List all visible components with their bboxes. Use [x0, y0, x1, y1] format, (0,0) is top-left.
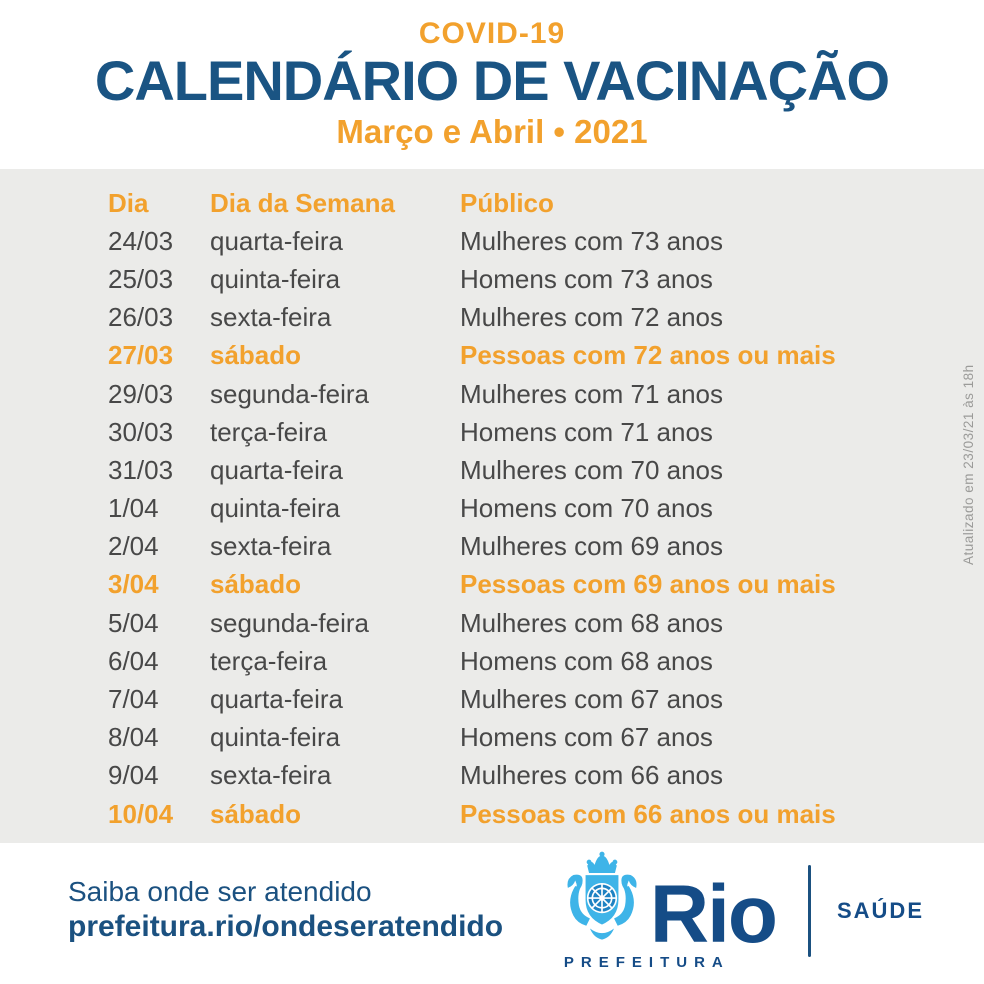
cell-dia: 29/03: [108, 378, 174, 409]
column-header-publico: Público: [460, 187, 554, 218]
table-row: 2/04 sexta-feira Mulheres com 69 anos: [108, 528, 984, 566]
table-row: 26/03 sexta-feira Mulheres com 72 anos: [108, 299, 984, 337]
footer-info-line: Saiba onde ser atendido: [68, 876, 372, 908]
footer-text-block: Saiba onde ser atendido prefeitura.rio/o…: [68, 876, 503, 944]
cell-publico: Homens com 70 anos: [460, 493, 713, 524]
cell-dia: 8/04: [108, 722, 159, 753]
prefeitura-label: PREFEITURA: [563, 953, 730, 971]
cell-dia: 31/03: [108, 454, 174, 485]
schedule-panel: Dia Dia da Semana Público 24/03 quarta-fe…: [0, 169, 984, 843]
cell-dia: 7/04: [108, 684, 159, 715]
table-row: 27/03 sábado Pessoas com 72 anos ou mais: [108, 337, 984, 375]
table-row: 31/03 quarta-feira Mulheres com 70 anos: [108, 451, 984, 489]
table-row: 1/04 quinta-feira Homens com 70 anos: [108, 490, 984, 528]
table-row: 30/03 terça-feira Homens com 71 anos: [108, 413, 984, 451]
logo-divider: [807, 864, 811, 957]
poster-footer: Saiba onde ser atendido prefeitura.rio/o…: [0, 843, 984, 984]
table-row: 5/04 segunda-feira Mulheres com 68 anos: [108, 604, 984, 642]
cell-dia: 5/04: [108, 607, 159, 638]
cell-semana: sábado: [210, 798, 302, 829]
cell-semana: quarta-feira: [210, 684, 343, 715]
table-row: 10/04 sábado Pessoas com 66 anos ou mais: [108, 795, 984, 833]
cell-publico: Mulheres com 69 anos: [460, 531, 724, 562]
cell-semana: quarta-feira: [210, 454, 343, 485]
table-row: 29/03 segunda-feira Mulheres com 71 anos: [108, 375, 984, 413]
cell-semana: quinta-feira: [210, 263, 341, 294]
cell-dia: 26/03: [108, 302, 174, 333]
cell-dia: 6/04: [108, 645, 159, 676]
cell-dia: 27/03: [108, 340, 174, 371]
cell-semana: terça-feira: [210, 416, 328, 447]
poster-header: COVID-19 CALENDÁRIO DE VACINAÇÃO Março e…: [0, 0, 984, 169]
cell-semana: quinta-feira: [210, 722, 341, 753]
cell-dia: 10/04: [108, 798, 174, 829]
cell-publico: Pessoas com 72 anos ou mais: [460, 340, 836, 371]
cell-semana: sexta-feira: [210, 302, 332, 333]
table-row: 25/03 quinta-feira Homens com 73 anos: [108, 260, 984, 298]
cell-publico: Homens com 73 anos: [460, 263, 713, 294]
cell-publico: Pessoas com 66 anos ou mais: [460, 798, 836, 829]
cell-publico: Mulheres com 66 anos: [460, 760, 724, 791]
cell-semana: terça-feira: [210, 645, 328, 676]
poster-subtitle: Março e Abril • 2021: [336, 113, 648, 151]
table-row: 24/03 quarta-feira Mulheres com 73 anos: [108, 222, 984, 260]
cell-semana: segunda-feira: [210, 378, 369, 409]
cell-dia: 25/03: [108, 263, 174, 294]
covid19-kicker: COVID-19: [418, 17, 566, 50]
cell-semana: segunda-feira: [210, 607, 369, 638]
cell-publico: Mulheres com 71 anos: [460, 378, 724, 409]
cell-publico: Homens com 68 anos: [460, 645, 713, 676]
table-row: 9/04 sexta-feira Mulheres com 66 anos: [108, 757, 984, 795]
rio-prefeitura-logo: Rio PREFEITURA SAÚDE: [560, 851, 924, 971]
cell-dia: 2/04: [108, 531, 159, 562]
cell-publico: Mulheres com 68 anos: [460, 607, 724, 638]
cell-semana: sexta-feira: [210, 531, 332, 562]
cell-dia: 30/03: [108, 416, 174, 447]
cell-dia: 24/03: [108, 225, 174, 256]
cell-semana: sábado: [210, 340, 302, 371]
cell-dia: 9/04: [108, 760, 159, 791]
cell-publico: Mulheres com 73 anos: [460, 225, 724, 256]
table-body: 24/03 quarta-feira Mulheres com 73 anos 25/…: [108, 222, 984, 833]
rio-coat-of-arms-icon: [567, 851, 637, 940]
table-row: 8/04 quinta-feira Homens com 67 anos: [108, 719, 984, 757]
updated-timestamp-note: Atualizado em 23/03/21 às 18h: [961, 364, 976, 565]
poster-title: CALENDÁRIO DE VACINAÇÃO: [94, 49, 890, 112]
rio-logo-top: Rio: [560, 851, 778, 960]
cell-publico: Mulheres com 67 anos: [460, 684, 724, 715]
cell-publico: Mulheres com 72 anos: [460, 302, 724, 333]
cell-publico: Mulheres com 70 anos: [460, 454, 724, 485]
cell-semana: sábado: [210, 569, 302, 600]
table-row: 7/04 quarta-feira Mulheres com 67 anos: [108, 680, 984, 718]
column-header-semana: Dia da Semana: [210, 187, 395, 218]
table-header-row: Dia Dia da Semana Público: [108, 184, 984, 222]
cell-semana: quarta-feira: [210, 225, 343, 256]
cell-dia: 1/04: [108, 493, 159, 524]
table-row: 3/04 sábado Pessoas com 69 anos ou mais: [108, 566, 984, 604]
column-header-dia: Dia: [108, 187, 149, 218]
cell-publico: Pessoas com 69 anos ou mais: [460, 569, 836, 600]
rio-wordmark: Rio: [649, 868, 778, 960]
cell-publico: Homens com 71 anos: [460, 416, 713, 447]
cell-semana: sexta-feira: [210, 760, 332, 791]
saude-label: SAÚDE: [836, 897, 924, 923]
rio-logo-block: Rio PREFEITURA: [560, 851, 778, 971]
cell-publico: Homens com 67 anos: [460, 722, 713, 753]
footer-url: prefeitura.rio/ondeseratendido: [68, 909, 504, 943]
table-row: 6/04 terça-feira Homens com 68 anos: [108, 642, 984, 680]
cell-semana: quinta-feira: [210, 493, 341, 524]
cell-dia: 3/04: [108, 569, 159, 600]
